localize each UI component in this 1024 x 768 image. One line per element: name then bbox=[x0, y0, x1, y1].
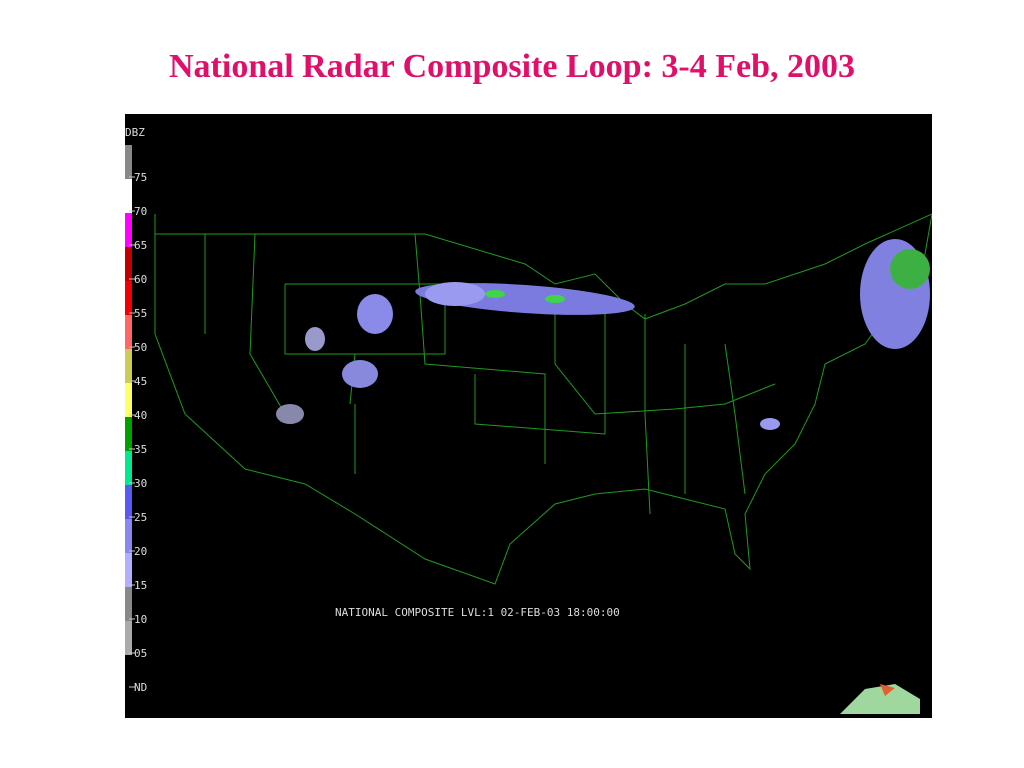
legend-swatch bbox=[125, 451, 132, 485]
legend-unit: DBZ bbox=[125, 126, 145, 139]
legend-swatch bbox=[125, 553, 132, 587]
legend-label: 10 bbox=[134, 613, 147, 626]
legend-swatch bbox=[125, 349, 132, 383]
map-background bbox=[125, 114, 932, 718]
legend-label: 40 bbox=[134, 409, 147, 422]
radar-map: NATIONAL COMPOSITE LVL:1 02-FEB-03 18:00… bbox=[125, 114, 932, 718]
radar-echoes bbox=[276, 239, 930, 430]
legend-label: 50 bbox=[134, 341, 147, 354]
legend-swatch bbox=[125, 315, 132, 349]
legend-swatch bbox=[125, 587, 132, 621]
legend-label: 30 bbox=[134, 477, 147, 490]
legend-swatch bbox=[125, 621, 132, 655]
map-caption: NATIONAL COMPOSITE LVL:1 02-FEB-03 18:00… bbox=[335, 606, 620, 619]
legend-label: 25 bbox=[134, 511, 147, 524]
legend-swatch bbox=[125, 485, 132, 519]
legend-label: 70 bbox=[134, 205, 147, 218]
legend-swatch bbox=[125, 281, 132, 315]
legend-swatch bbox=[125, 383, 132, 417]
legend-label: 45 bbox=[134, 375, 147, 388]
legend-label: 05 bbox=[134, 647, 147, 660]
legend-label: 35 bbox=[134, 443, 147, 456]
legend-label: 20 bbox=[134, 545, 147, 558]
legend-swatch bbox=[125, 179, 132, 213]
map-borders bbox=[154, 213, 932, 585]
legend-swatch bbox=[125, 145, 132, 179]
legend-label: 55 bbox=[134, 307, 147, 320]
legend-label: 75 bbox=[134, 171, 147, 184]
slide-title: National Radar Composite Loop: 3-4 Feb, … bbox=[169, 48, 855, 85]
legend-label: ND bbox=[134, 681, 147, 694]
legend-swatch bbox=[125, 213, 132, 247]
legend-label: 15 bbox=[134, 579, 147, 592]
legend-label: 65 bbox=[134, 239, 147, 252]
legend-swatch bbox=[125, 417, 132, 451]
legend-swatch bbox=[125, 247, 132, 281]
station-logo bbox=[840, 684, 920, 714]
legend-swatch bbox=[125, 519, 132, 553]
legend-label: 60 bbox=[134, 273, 147, 286]
